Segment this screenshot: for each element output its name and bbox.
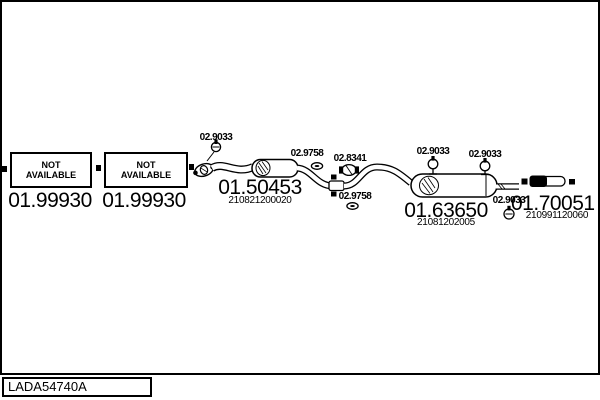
fitting-label-hanger-right[interactable]: 02.9033 (468, 149, 502, 160)
fitting-label-gasket-bottom[interactable]: 02.9758 (338, 191, 372, 202)
oem-number-rear-silencer: 21081202005 (417, 217, 475, 228)
hanger-icon (503, 205, 515, 220)
not-available-label: NOT AVAILABLE (25, 160, 77, 180)
fitting-label-gasket-top[interactable]: 02.9758 (290, 148, 324, 159)
part-number-center-silencer[interactable]: 01.50453 (218, 176, 302, 199)
diagram-code: LADA54740A (8, 379, 87, 394)
part-number-unavailable-left[interactable]: 01.99930 (8, 189, 92, 212)
clamp-icon (210, 139, 222, 153)
rear-pipe-shape (343, 163, 414, 190)
not-available-box: NOT AVAILABLE (10, 152, 92, 188)
leader-line (206, 151, 215, 162)
oem-number-tail-pipe: 210991120060 (525, 210, 589, 221)
connector-square (96, 165, 101, 171)
gasket-icon (346, 202, 359, 210)
front-pipe-shape (209, 162, 255, 174)
not-available-box: NOT AVAILABLE (104, 152, 188, 188)
fitting-label-mount-bracket[interactable]: 02.8341 (333, 153, 367, 164)
center-silencer-shape (251, 158, 299, 178)
fitting-label-hanger-tail[interactable]: 02.9033 (492, 195, 526, 206)
part-number-tail-pipe[interactable]: 01.70051 (511, 192, 595, 215)
fitting-label-hanger-left[interactable]: 02.9033 (416, 146, 450, 157)
bracket-icon (339, 163, 359, 177)
part-number-rear-silencer[interactable]: 01.63650 (404, 199, 488, 222)
hanger-icon (479, 158, 491, 176)
not-available-label: NOT AVAILABLE (120, 160, 172, 180)
connector-square (189, 164, 194, 170)
drawing-frame (0, 0, 600, 375)
oem-number-center-silencer: 210821200020 (228, 195, 292, 206)
hanger-icon (427, 156, 439, 175)
rear-silencer-shape (410, 173, 498, 198)
outlet-pipe-shape (496, 183, 519, 190)
fitting-label-clamp-front[interactable]: 02.9033 (199, 132, 233, 143)
connector-square (2, 166, 7, 172)
part-number-unavailable-right[interactable]: 01.99930 (102, 189, 186, 212)
tail-pipe-shape (521, 175, 575, 187)
diagram-code-box: LADA54740A (2, 377, 152, 397)
gasket-icon (310, 162, 324, 170)
